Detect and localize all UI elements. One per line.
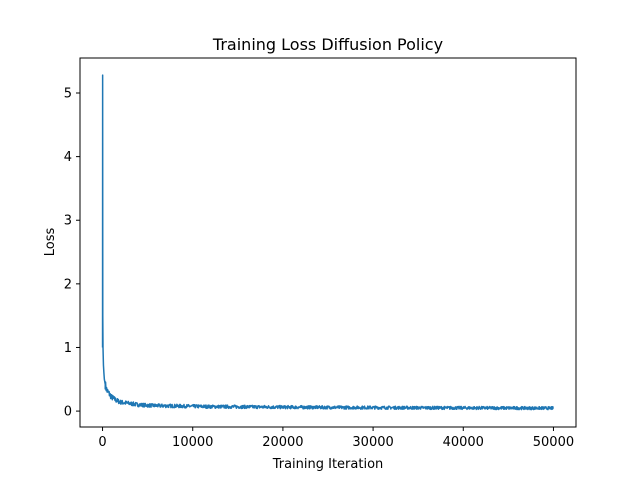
x-tick-label: 30000: [352, 435, 393, 450]
y-tick-label: 5: [64, 86, 72, 101]
chart-title: Training Loss Diffusion Policy: [212, 35, 443, 54]
y-tick-label: 3: [64, 214, 72, 229]
y-tick-label: 1: [64, 341, 72, 356]
x-tick-label: 0: [98, 435, 106, 450]
plot-frame: [79, 57, 577, 428]
x-tick-label: 50000: [533, 435, 574, 450]
x-tick-label: 40000: [443, 435, 484, 450]
x-tick-label: 20000: [262, 435, 303, 450]
y-tick-label: 0: [64, 405, 72, 420]
loss-series-line: [101, 74, 554, 411]
y-tick-label: 2: [64, 277, 72, 292]
x-tick-label: 10000: [172, 435, 213, 450]
y-axis-label: Loss: [43, 228, 58, 257]
y-axis: 0 1 2 3 4 5: [64, 86, 80, 420]
plot-background: [80, 58, 576, 427]
x-axis: 0 10000 20000 30000 40000 50000: [98, 427, 574, 450]
y-tick-label: 4: [64, 150, 72, 165]
series-layer: [101, 74, 554, 411]
x-axis-label: Training Iteration: [272, 457, 384, 472]
